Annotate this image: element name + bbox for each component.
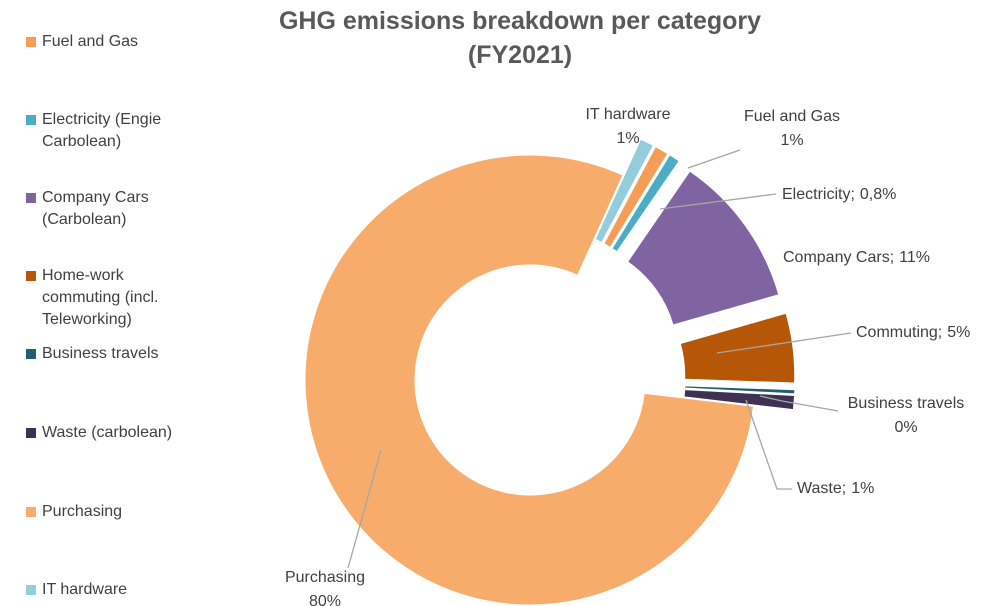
leader-line bbox=[759, 395, 839, 412]
legend-item: Fuel and Gas bbox=[26, 31, 192, 53]
legend-item: Home-work commuting (incl. Teleworking) bbox=[26, 265, 192, 331]
legend-swatch bbox=[26, 585, 36, 595]
legend-swatch bbox=[26, 115, 36, 125]
slices bbox=[304, 138, 796, 606]
leader-lines bbox=[347, 149, 852, 569]
data-label-name: Company Cars; bbox=[783, 249, 894, 266]
legend-label: Home-work commuting (incl. Teleworking) bbox=[42, 267, 159, 328]
legend-label: Business travels bbox=[42, 345, 159, 362]
legend-swatch bbox=[26, 193, 36, 203]
data-label-name: Fuel and Gas bbox=[744, 108, 840, 125]
legend-label: Purchasing bbox=[42, 503, 123, 520]
data-label: 1% bbox=[851, 480, 874, 497]
legend-item: Electricity (Engie Carbolean) bbox=[26, 109, 192, 153]
slice bbox=[684, 385, 796, 395]
leader-line bbox=[716, 332, 852, 354]
data-label: 80% bbox=[309, 593, 341, 606]
chart-title: GHG emissions breakdown per category (FY… bbox=[278, 7, 762, 69]
data-label: 11% bbox=[899, 249, 930, 266]
data-label: 5% bbox=[947, 324, 970, 341]
data-label-name: Commuting; bbox=[856, 324, 942, 341]
data-label-group: Electricity; 0,8% bbox=[782, 186, 896, 203]
legend-item: Waste (carbolean) bbox=[26, 422, 192, 444]
slice bbox=[594, 138, 654, 244]
slice bbox=[679, 312, 796, 384]
legend-swatch bbox=[26, 428, 36, 438]
slice bbox=[304, 154, 755, 606]
data-label-name: Electricity; bbox=[782, 186, 855, 203]
data-label-name: Business travels bbox=[848, 395, 965, 412]
leader-line bbox=[659, 193, 777, 210]
legend-item: IT hardware bbox=[26, 579, 192, 601]
legend-label: Waste (carbolean) bbox=[42, 424, 173, 441]
legend-swatch bbox=[26, 349, 36, 359]
data-label: 1% bbox=[780, 132, 803, 149]
data-label-name: IT hardware bbox=[585, 106, 670, 123]
slice bbox=[603, 145, 669, 249]
data-label: 0% bbox=[894, 419, 917, 436]
legend-item: Purchasing bbox=[26, 501, 192, 523]
data-label: 1% bbox=[616, 130, 639, 147]
leader-line bbox=[745, 399, 792, 490]
data-label-group: Company Cars; 11% bbox=[783, 249, 930, 266]
legend-label: Company Cars (Carbolean) bbox=[42, 189, 149, 228]
legend-label: Electricity (Engie Carbolean) bbox=[42, 111, 162, 150]
data-label-group: Waste; 1% bbox=[797, 480, 874, 497]
legend-swatch bbox=[26, 271, 36, 281]
data-label-name: Waste; bbox=[797, 480, 846, 497]
legend-label: IT hardware bbox=[42, 581, 128, 598]
slice bbox=[626, 170, 780, 326]
legend-label: Fuel and Gas bbox=[42, 33, 139, 50]
legend-swatch bbox=[26, 507, 36, 517]
leader-line bbox=[347, 449, 382, 569]
leader-line bbox=[687, 149, 741, 169]
data-label-group: Commuting; 5% bbox=[856, 324, 970, 341]
legend: Fuel and Gas Electricity (Engie Carbolean… bbox=[0, 0, 200, 606]
slice bbox=[611, 154, 680, 253]
slice bbox=[683, 389, 796, 411]
legend-swatch bbox=[26, 37, 36, 47]
data-label: 0,8% bbox=[860, 186, 896, 203]
legend-item: Company Cars (Carbolean) bbox=[26, 187, 192, 231]
legend-item: Business travels bbox=[26, 343, 192, 365]
data-labels: Fuel and Gas 1% Electricity; 0,8% Company Ca… bbox=[285, 106, 970, 606]
data-label-name: Purchasing bbox=[285, 569, 365, 586]
